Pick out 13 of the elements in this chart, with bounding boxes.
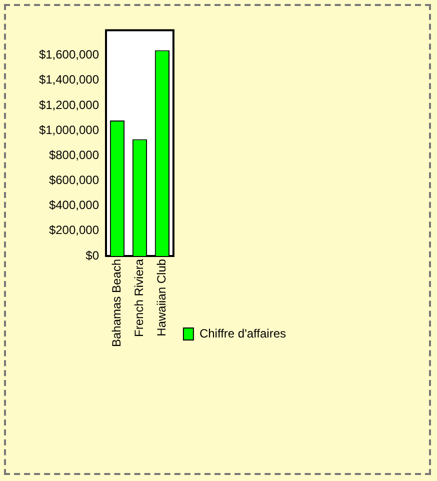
y-tick-label: $0 xyxy=(86,248,100,262)
y-tick-label: $600,000 xyxy=(48,173,100,188)
x-tick-label: Hawaiian Club xyxy=(154,258,169,336)
y-tick-label: $400,000 xyxy=(48,198,100,212)
y-tick-label: $800,000 xyxy=(48,148,100,162)
x-tick-label: Bahamas Beach xyxy=(110,258,124,348)
y-tick-label: $1,400,000 xyxy=(38,72,100,87)
y-tick-label: $200,000 xyxy=(48,223,100,238)
y-tick-label: $1,200,000 xyxy=(38,98,100,112)
y-tick-label: $1,600,000 xyxy=(38,48,100,62)
y-tick-label: $1,000,000 xyxy=(38,122,100,137)
x-tick-label: French Riviera xyxy=(132,258,146,337)
legend-label: Chiffre d'affaires xyxy=(199,326,286,340)
